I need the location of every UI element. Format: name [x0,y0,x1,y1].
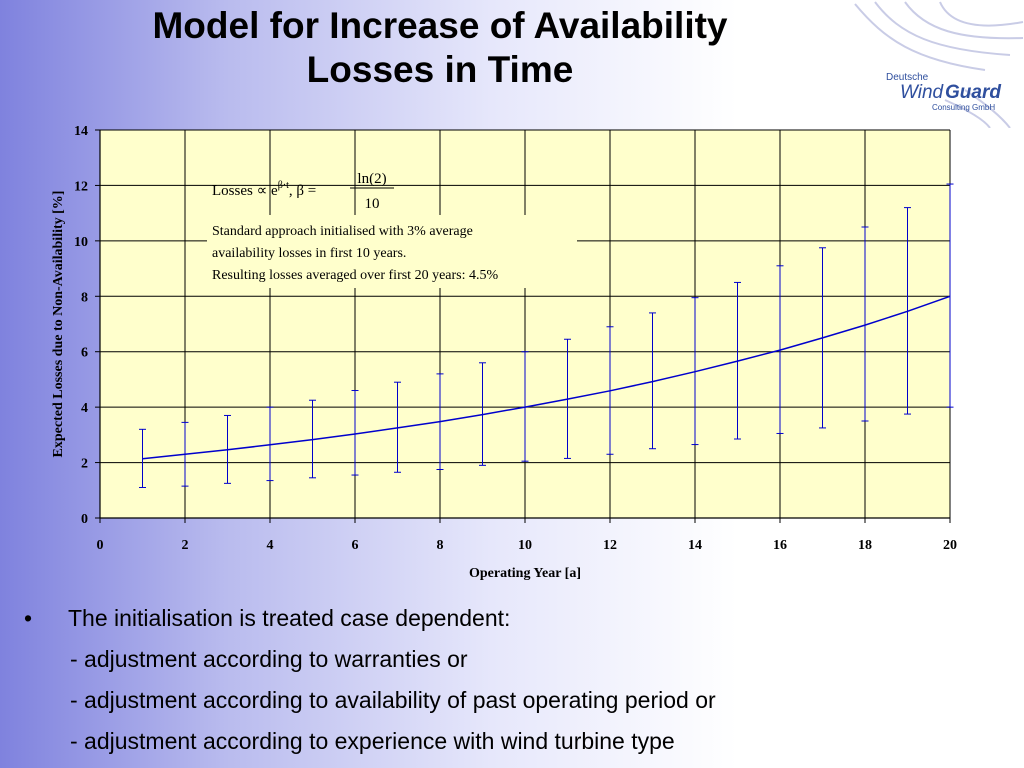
x-tick-label: 12 [603,538,617,553]
bullet-list: • The initialisation is treated case dep… [24,598,1004,762]
slide-title-line-1: Model for Increase of Availability [152,5,728,46]
bullet-marker: • [24,605,33,631]
logo-background [845,0,1024,128]
y-tick-label: 14 [74,124,88,139]
loss-curve-line [142,295,951,460]
x-tick-label: 4 [267,538,274,553]
company-logo: Deutsche Wind Guard Consulting GmbH [845,0,1024,128]
x-axis-label: Operating Year [a] [469,566,581,581]
x-tick-label: 0 [97,538,104,553]
logo-text-consulting: Consulting GmbH [932,103,995,112]
formula-lhs: Losses ∝ e [212,183,278,199]
formula-denominator: 10 [365,196,380,212]
y-tick-label: 4 [81,401,88,416]
logo-swoosh-graphic [854,1,1024,128]
bullet-sub-item-3: - adjustment according to experience wit… [70,728,675,754]
y-tick-label: 8 [81,290,88,305]
formula-numerator: ln(2) [357,171,386,187]
formula-mid: , β = [289,183,316,199]
annotation-note-line-3: Resulting losses averaged over first 20 … [212,268,498,283]
x-tick-label: 8 [437,538,444,553]
logo-text-deutsche: Deutsche [886,72,929,83]
axes [95,129,951,523]
y-axis-label: Expected Losses due to Non-Availability … [51,191,66,458]
y-tick-label: 0 [81,512,88,527]
logo-text-guard: Guard [945,82,1001,103]
y-tick-label: 6 [81,346,88,361]
annotation-text-box [207,215,577,288]
bullet-sub-item-2: - adjustment according to availability o… [70,687,716,713]
formula-exponent: β·t [278,180,289,191]
x-tick-label: 14 [688,538,702,553]
x-tick-label: 2 [182,538,189,553]
bullet-item-main: • The initialisation is treated case dep… [24,598,1004,639]
x-tick-label: 16 [773,538,787,553]
bullet-main-text: The initialisation is treated case depen… [68,605,511,631]
slide-title-line-2: Losses in Time [306,49,574,90]
y-tick-label: 10 [74,235,88,250]
x-tick-label: 20 [943,538,957,553]
x-tick-label: 10 [518,538,532,553]
annotation-note-line-1: Standard approach initialised with 3% av… [212,224,473,239]
availability-loss-chart: 0 2 4 6 8 10 12 14 16 18 20 0 2 4 6 8 10 12 14 Losses ∝ eβ… [51,124,957,581]
logo-text-wind: Wind [900,82,945,103]
slide-title: Model for Increase of Availability Losse… [30,4,850,92]
tick-labels: 0 2 4 6 8 10 12 14 16 18 20 0 2 4 6 8 10 12 14 [74,124,957,553]
formula-annotation: Losses ∝ eβ·t, β = [212,180,316,199]
y-tick-label: 12 [74,179,88,194]
bullet-sub-item-1: - adjustment according to warranties or [70,646,468,672]
y-tick-label: 2 [81,457,88,472]
x-tick-label: 18 [858,538,872,553]
x-tick-label: 6 [352,538,359,553]
annotation-note-line-2: availability losses in first 10 years. [212,246,406,261]
